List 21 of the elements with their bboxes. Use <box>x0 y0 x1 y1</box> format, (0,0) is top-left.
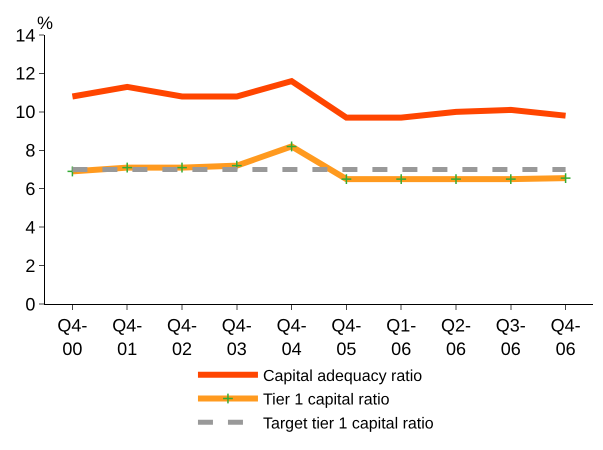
y-axis-title: % <box>37 13 54 33</box>
y-tick-label: 0 <box>25 294 36 314</box>
x-tick-label: Q4-02 <box>166 316 198 359</box>
y-tick-label: 10 <box>15 102 36 122</box>
x-tick-label: Q4-01 <box>112 316 142 359</box>
x-tick-label: Q4-04 <box>276 316 307 359</box>
y-tick-label: 12 <box>15 64 36 84</box>
y-tick-label: 2 <box>25 256 36 276</box>
x-tick-label: Q4-03 <box>222 316 252 359</box>
x-tick-label: Q4-05 <box>331 316 362 359</box>
x-tick-label: Q4-00 <box>57 316 88 359</box>
x-tick-label: Q2-06 <box>440 316 472 359</box>
y-tick-label: 6 <box>25 179 36 200</box>
legend-label: Target tier 1 capital ratio <box>262 416 434 433</box>
legend-label: Capital adequacy ratio <box>262 368 422 385</box>
x-tick-label: Q3-06 <box>496 316 526 359</box>
y-tick-label: 8 <box>25 140 36 161</box>
y-tick-label: 14 <box>15 25 36 46</box>
x-tick-label: Q1-06 <box>386 316 416 359</box>
x-tick-label: Q4-06 <box>550 316 581 359</box>
y-tick-label: 4 <box>25 217 36 238</box>
